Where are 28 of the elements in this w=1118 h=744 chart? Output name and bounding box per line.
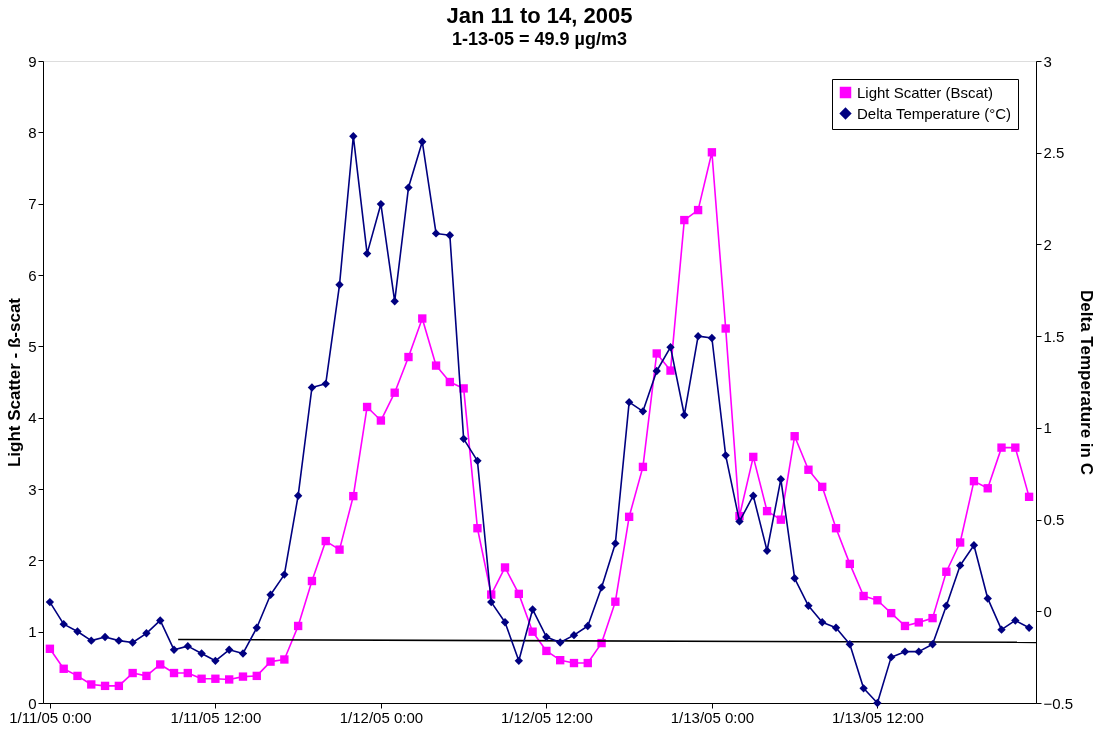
x-tick-label: 1/12/05 0:00	[339, 708, 424, 726]
y2-tick-label: 3	[1043, 52, 1052, 70]
y2-tick-label: −0.5	[1043, 694, 1074, 712]
y2-axis-title: Delta Temperature in C	[1077, 290, 1097, 475]
y2-tick-label: 0	[1043, 602, 1052, 620]
x-tick-label: 1/13/05 0:00	[670, 708, 755, 726]
y-tick-label: 7	[28, 195, 37, 213]
x-tick-label: 1/13/05 12:00	[832, 708, 924, 726]
y-tick-label: 5	[28, 337, 37, 355]
y-tick-label: 2	[28, 551, 37, 569]
x-tick-label: 1/11/05 12:00	[170, 708, 262, 726]
y2-tick-label: 1	[1043, 419, 1052, 437]
y-tick-label: 8	[28, 123, 37, 141]
y-tick-label: 4	[28, 409, 37, 427]
y2-tick-label: 2	[1043, 235, 1052, 253]
y-tick-label: 1	[28, 623, 37, 641]
y2-tick-label: 0.5	[1043, 511, 1065, 529]
y2-tick-label: 2.5	[1043, 144, 1065, 162]
y2-tick-label: 1.5	[1043, 327, 1065, 345]
y-tick-label: 6	[28, 266, 37, 284]
y-tick-label: 3	[28, 480, 37, 498]
y-tick-label: 9	[28, 52, 37, 70]
y-axis-title: Light Scatter - ß-scat	[5, 297, 25, 468]
chart-subtitle: 1-13-05 = 49.9 µg/m3	[452, 29, 627, 49]
legend-label: Light Scatter (Bscat)	[857, 83, 993, 101]
chart-title: Jan 11 to 14, 2005	[446, 3, 633, 28]
legend-label: Delta Temperature (°C)	[857, 104, 1012, 122]
x-tick-label: 1/12/05 12:00	[501, 708, 593, 726]
